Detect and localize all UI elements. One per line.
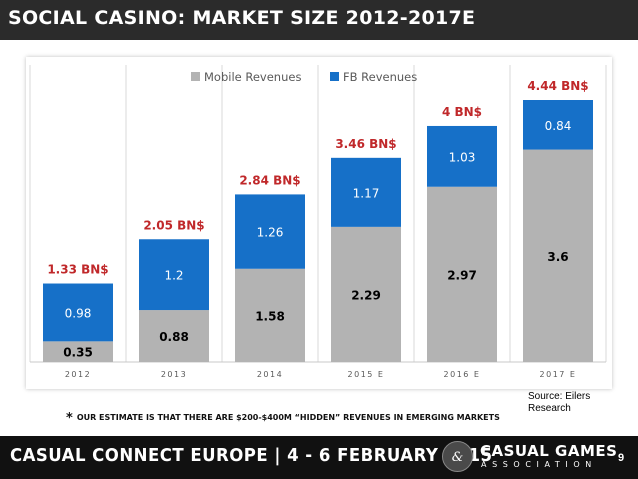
footnote: * OUR ESTIMATE IS THAT THERE ARE $200-$40… [66,411,500,426]
total-label-4: 4 BN$ [442,105,482,119]
market-size-chart: Mobile Revenues FB Revenues 0.35 0.98 1.33 B… [29,65,607,379]
bar-mobile-1 [139,310,209,362]
bar-mobile-3 [331,226,401,362]
source-note: Source: Eilers Research [528,391,591,414]
slide-header: SOCIAL CASINO: MARKET SIZE 2012-2017E [0,0,638,40]
bar-fb-2 [235,194,305,269]
bar-mobile-4 [427,186,497,362]
x-tick-label-3: 2015 E [348,370,385,379]
footnote-text: OUR ESTIMATE IS THAT THERE ARE $200-$400… [76,413,500,422]
logo-wordmark-bottom: ASSOCIATION [481,460,597,469]
x-tick-label-1: 2013 [161,370,187,379]
svg-text:&: & [452,450,464,465]
x-tick-label-4: 2016 E [444,370,481,379]
slide-footer: CASUAL CONNECT EUROPE | 4 - 6 FEBRUARY 2… [0,436,638,479]
legend-swatch-mobile [191,72,200,81]
bar-fb-4 [427,125,497,187]
bar-mobile-5 [523,149,593,362]
mobile-value-label-3: 2.29 [351,288,381,302]
mobile-value-label-5: 3.6 [547,250,568,264]
total-label-3: 3.46 BN$ [335,137,396,151]
bar-fb-5 [523,100,593,150]
x-tick-label-2: 2014 [257,370,283,379]
x-tick-label-5: 2017 E [540,370,577,379]
chart-area: Mobile Revenues FB Revenues 0.35 0.98 1.33 B… [26,57,612,389]
fb-value-label-1: 1.2 [164,269,183,283]
fb-value-label-4: 1.03 [449,150,476,164]
event-banner: CASUAL CONNECT EUROPE | 4 - 6 FEBRUARY 2… [10,445,493,466]
total-label-0: 1.33 BN$ [47,263,108,277]
total-label-1: 2.05 BN$ [143,218,204,232]
bar-fb-0 [43,283,113,342]
logo-wordmark-top: CASUAL GAMES [480,442,618,460]
fb-value-label-2: 1.26 [257,226,284,240]
page-number: 9 [618,452,625,464]
bar-fb-3 [331,157,401,227]
total-label-2: 2.84 BN$ [239,173,300,187]
x-tick-label-0: 2012 [65,370,91,379]
fb-value-label-5: 0.84 [545,119,572,133]
mobile-value-label-1: 0.88 [159,330,189,344]
bar-mobile-0 [43,341,113,362]
total-label-5: 4.44 BN$ [527,79,588,93]
bar-mobile-2 [235,268,305,362]
casual-games-logo-icon: & [442,441,473,472]
mobile-value-label-4: 2.97 [447,268,477,282]
fb-value-label-0: 0.98 [65,306,92,320]
fb-value-label-3: 1.17 [353,186,380,200]
mobile-value-label-0: 0.35 [63,346,93,360]
footnote-star: * [66,411,73,426]
mobile-value-label-2: 1.58 [255,309,285,323]
bar-fb-1 [139,239,209,311]
slide-title: SOCIAL CASINO: MARKET SIZE 2012-2017E [8,7,476,29]
legend-label-fb: FB Revenues [343,70,417,84]
legend-swatch-fb [330,72,339,81]
legend-label-mobile: Mobile Revenues [204,70,301,84]
